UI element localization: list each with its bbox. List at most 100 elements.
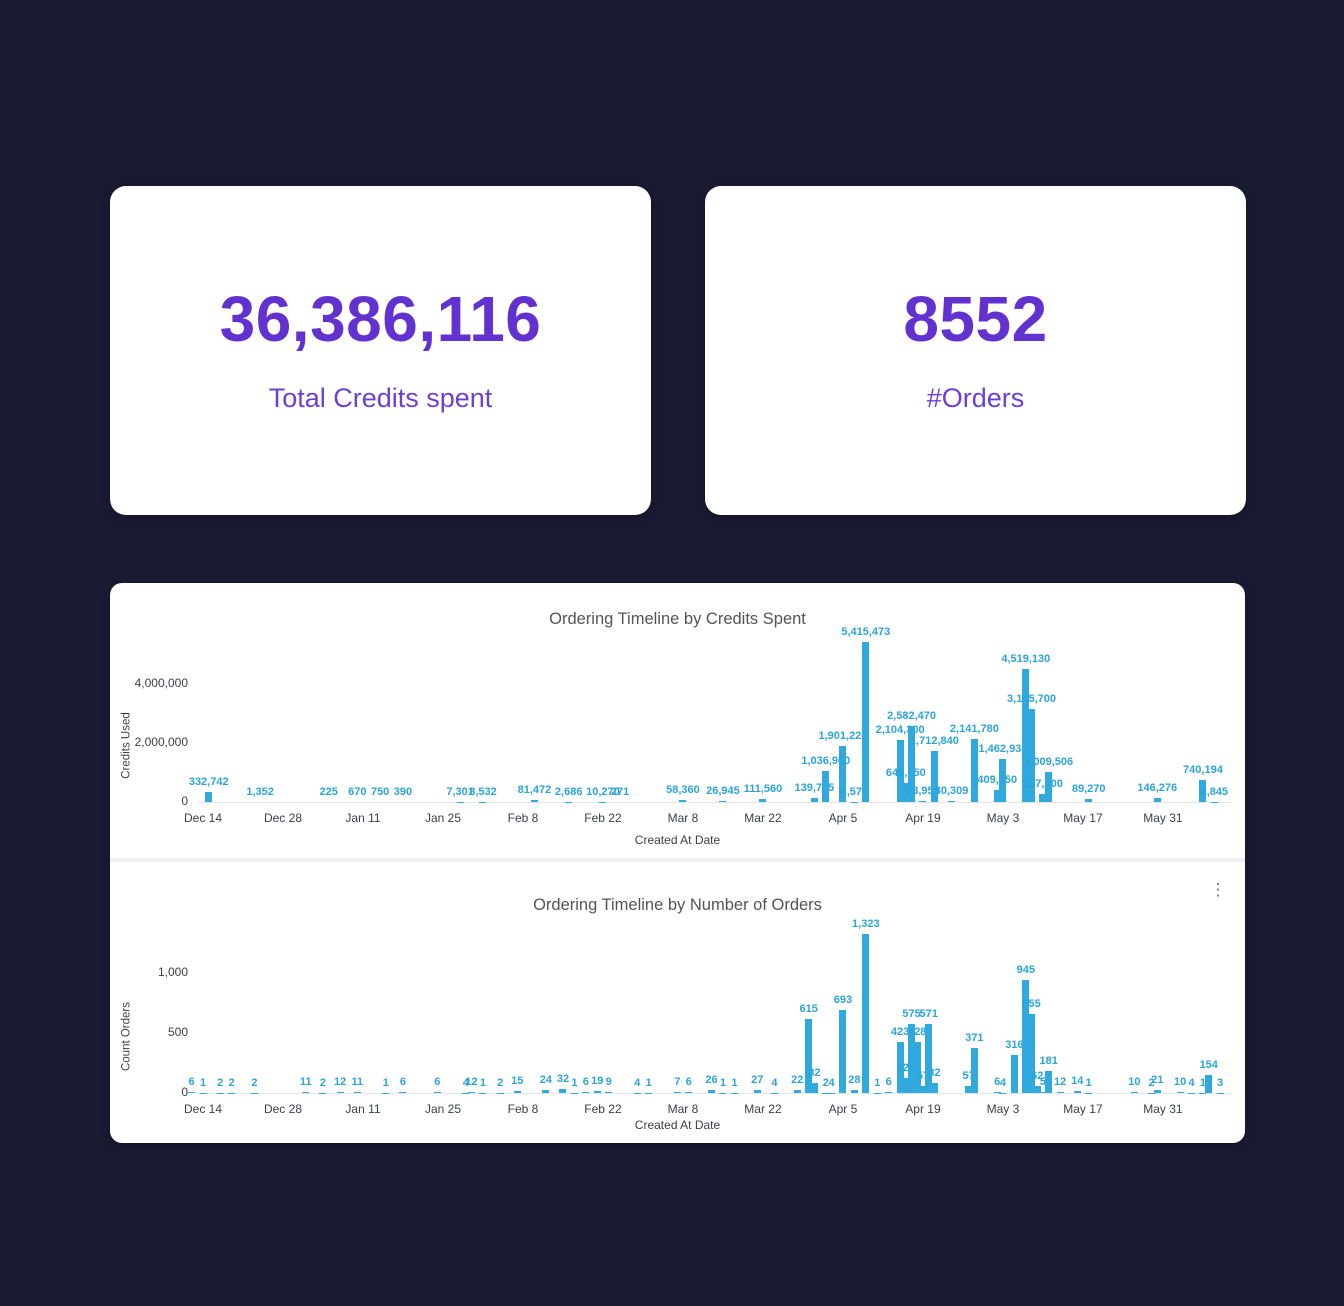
kpi-value-orders: 8552 (903, 283, 1048, 355)
bar-value-label: 9 (605, 1075, 612, 1088)
bar-value-label: 575 (902, 1008, 921, 1020)
bar-value-label: 19 (591, 1074, 604, 1087)
bar-value-label: 277,200 (1023, 777, 1063, 790)
x-tick-label: Dec 14 (183, 811, 223, 825)
bar-value-label: 11 (351, 1075, 364, 1088)
bar-value-label: 6 (885, 1076, 892, 1089)
charts-panel: Ordering Timeline by Credits Spent Credi… (110, 583, 1245, 1143)
bar (965, 1086, 973, 1093)
bar-value-label: 6 (399, 1076, 407, 1089)
bar-value-label: 1,352 (246, 785, 274, 798)
bar (1153, 1090, 1161, 1093)
bar-value-label: 750 (370, 785, 390, 798)
bar-value-label: 28 (848, 1073, 861, 1086)
y-tick-label: 500 (167, 1025, 188, 1039)
bar-value-label: 2,686 (554, 785, 583, 798)
bar-value-label: 3 (1217, 1076, 1224, 1089)
bar-value-label: 6 (685, 1076, 692, 1089)
x-tick-label: Feb 8 (507, 1102, 539, 1116)
x-tick-label: Mar 22 (744, 811, 782, 825)
bar-value-label: 655 (1022, 998, 1041, 1011)
bar-value-label: 27 (751, 1073, 764, 1086)
bar-value-label: 4,519,130 (1001, 652, 1051, 665)
bar-value-label: 2,104,300 (875, 723, 925, 736)
bar-value-label: 1,462,938 (978, 742, 1028, 755)
bar-value-label: 6 (582, 1076, 589, 1089)
bar-value-label: 1,036,900 (801, 755, 851, 768)
bar-value-label: 740,194 (1183, 764, 1223, 777)
x-tick-label: May 3 (986, 811, 1020, 825)
bar-value-label: 571 (919, 1008, 938, 1021)
order-count-chart: Ordering Timeline by Number of Orders ⋮ … (110, 862, 1245, 1143)
bar-value-label: 1 (731, 1076, 738, 1089)
bar-value-label: 22 (791, 1074, 804, 1087)
bar (1045, 1071, 1053, 1093)
bar-value-label: 181 (1039, 1055, 1058, 1068)
bar (759, 798, 767, 802)
bar (896, 739, 904, 802)
bar (1199, 780, 1207, 802)
bar (685, 1092, 693, 1093)
bar (839, 1009, 847, 1093)
x-tick-label: Mar 8 (667, 1102, 699, 1116)
bar-value-label: 2 (822, 1076, 829, 1089)
bar-value-label: 5 (1039, 1076, 1047, 1089)
bar-value-label: 26 (705, 1073, 718, 1086)
x-tick-label: May 31 (1143, 811, 1183, 825)
bar (999, 758, 1007, 802)
y-tick-label: 1,000 (157, 965, 188, 979)
bar-value-label: 4 (999, 1076, 1007, 1089)
bar (810, 797, 818, 802)
bar-value-label: 14 (1071, 1075, 1084, 1088)
bar-value-label: 1 (1199, 1076, 1206, 1089)
bar-value-label: 32 (556, 1073, 570, 1086)
bar-value-label: 89,270 (1071, 783, 1106, 796)
bar (605, 1091, 613, 1093)
bar (679, 800, 687, 802)
bar-value-label: 4 (1188, 1076, 1195, 1089)
bar-value-label: 5,415,473 (841, 626, 891, 639)
bar-value-label: 428 (908, 1025, 927, 1038)
bar (1176, 1091, 1184, 1093)
kpi-card-orders: 8552 #Orders (705, 186, 1246, 515)
bar-value-label: 693 (833, 993, 853, 1006)
y-tick-label: 4,000,000 (134, 676, 188, 690)
bar (862, 934, 870, 1093)
bar-value-label: 12 (334, 1075, 347, 1088)
x-tick-label: Apr 19 (905, 1102, 941, 1116)
bar (336, 1091, 344, 1093)
x-tick-label: May 17 (1063, 1102, 1103, 1116)
x-tick-label: Feb 22 (584, 1102, 622, 1116)
bar (970, 738, 978, 802)
y-tick-label: 2,000,000 (134, 735, 188, 749)
bar (1022, 979, 1030, 1093)
bar-value-label: 12 (1053, 1075, 1067, 1088)
bar-value-label: 2 (217, 1076, 224, 1089)
credits-spent-chart: Ordering Timeline by Credits Spent Credi… (110, 583, 1245, 858)
y-tick-label: 0 (181, 1085, 188, 1099)
bar-value-label: 2,845 (1200, 785, 1229, 798)
bar (970, 1048, 978, 1093)
bar-value-label: 10,270 (586, 785, 620, 798)
bar-value-label: 12 (465, 1075, 478, 1088)
bar (353, 1091, 361, 1093)
bar-value-label: 225 (319, 785, 338, 798)
bar-value-label: 2 (228, 1076, 235, 1089)
x-tick-label: Apr 5 (828, 1102, 858, 1116)
bar-value-label: 62 (1031, 1069, 1044, 1082)
bar (1073, 1091, 1081, 1093)
bar-value-label: 3,145,700 (1007, 693, 1056, 706)
x-tick-label: Dec 28 (263, 811, 302, 825)
bar-value-label: 146,276 (1137, 781, 1178, 794)
bar-value-label: 1 (382, 1076, 389, 1089)
bar-value-label: 15 (511, 1075, 524, 1088)
x-tick-label: Dec 14 (183, 1102, 223, 1116)
bar (930, 751, 938, 802)
bar-value-label: 21 (1151, 1074, 1164, 1087)
bar-value-label: 1,712,840 (909, 735, 959, 748)
chart-options-kebab-menu-icon[interactable]: ⋮ (1209, 880, 1227, 899)
bar-value-label: 1 (874, 1076, 881, 1089)
bar (1028, 1014, 1036, 1093)
bar (896, 1042, 904, 1093)
bar-value-label: 409,050 (977, 773, 1018, 786)
